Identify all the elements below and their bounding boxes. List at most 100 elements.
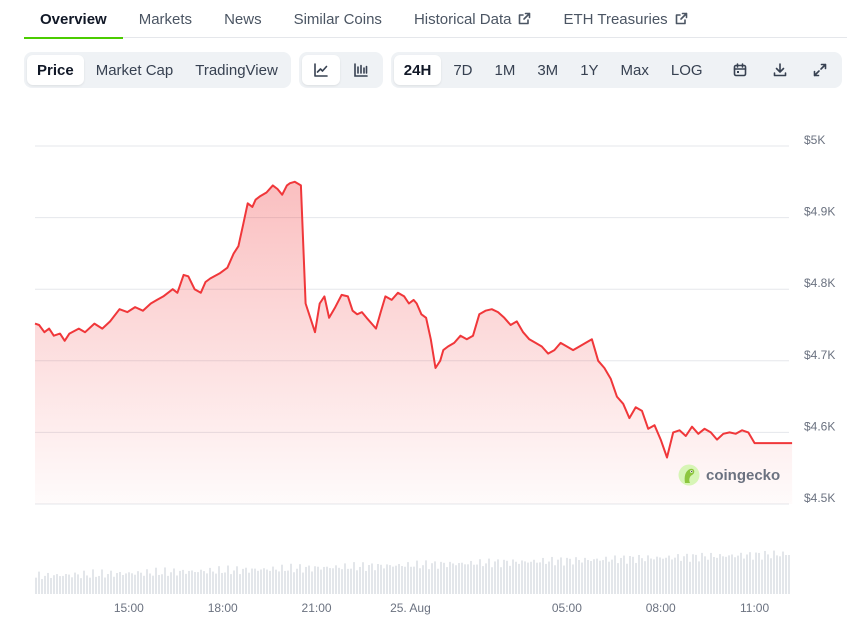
volume-bar [683, 556, 685, 594]
volume-bar [362, 562, 364, 594]
volume-bar [749, 552, 751, 594]
volume-bar [353, 562, 355, 594]
volume-bar [644, 561, 646, 594]
volume-bar [365, 570, 367, 594]
volume-bar [416, 560, 418, 594]
range-24h-button[interactable]: 24H [393, 55, 442, 85]
range-3m-button[interactable]: 3M [537, 61, 559, 79]
volume-bar [677, 554, 679, 594]
volume-bar [458, 563, 460, 594]
download-icon [772, 62, 788, 78]
range-log-button[interactable]: LOG [670, 61, 703, 79]
y-tick-label: $4.6K [804, 419, 835, 433]
volume-bar [770, 558, 772, 594]
volume-bar [359, 566, 361, 594]
volume-bar [371, 563, 373, 594]
volume-bar [446, 567, 448, 594]
volume-bar [398, 564, 400, 594]
volume-bar [92, 569, 94, 594]
volume-bar [98, 575, 100, 594]
volume-bar [710, 552, 712, 594]
range-max-button[interactable]: Max [620, 61, 649, 79]
view-market-cap-button[interactable]: Market Cap [95, 61, 174, 79]
volume-bar [641, 558, 643, 594]
volume-bar [401, 566, 403, 594]
volume-bar [515, 561, 517, 594]
download-button[interactable] [761, 55, 799, 85]
volume-bar [686, 553, 688, 594]
volume-bar [326, 566, 328, 594]
y-tick-label: $4.9K [804, 205, 835, 219]
tab-historical-data[interactable]: Historical Data [398, 0, 548, 38]
volume-bar [455, 565, 457, 594]
volume-bar [173, 568, 175, 594]
volume-bar [773, 550, 775, 594]
view-price-button[interactable]: Price [27, 55, 84, 85]
fullscreen-button[interactable] [801, 55, 839, 85]
volume-bar [464, 564, 466, 594]
volume-bar [659, 557, 661, 594]
volume-bar [563, 565, 565, 594]
tab-similar-coins[interactable]: Similar Coins [278, 0, 398, 38]
x-tick-label: 15:00 [114, 601, 144, 615]
range-1y-button[interactable]: 1Y [580, 61, 599, 79]
tab-overview[interactable]: Overview [24, 0, 123, 39]
volume-bar [578, 559, 580, 594]
volume-bar [635, 562, 637, 594]
volume-bar [545, 563, 547, 594]
tab-news[interactable]: News [208, 0, 278, 38]
volume-bar [266, 569, 268, 594]
volume-bar [650, 558, 652, 594]
external-link-icon [517, 12, 531, 26]
volume-bar [713, 556, 715, 594]
volume-bar [284, 570, 286, 594]
range-7d-button[interactable]: 7D [453, 61, 473, 79]
volume-bar [197, 572, 199, 594]
volume-bar [341, 569, 343, 594]
volume-bar [311, 571, 313, 594]
volume-bar [653, 559, 655, 594]
volume-bar [734, 557, 736, 594]
volume-bar [671, 559, 673, 594]
volume-bar [302, 572, 304, 594]
range-1m-button[interactable]: 1M [494, 61, 516, 79]
volume-bar [692, 554, 694, 594]
volume-bar [227, 565, 229, 594]
volume-bar [569, 558, 571, 594]
volume-bar [404, 566, 406, 594]
volume-bar [638, 554, 640, 594]
volume-bar [761, 559, 763, 594]
volume-bar [497, 559, 499, 594]
volume-bar [575, 557, 577, 594]
volume-bar [335, 565, 337, 594]
view-tradingview-button[interactable]: TradingView [195, 61, 278, 79]
volume-bar [776, 555, 778, 594]
volume-bar [314, 566, 316, 594]
y-tick-label: $4.5K [804, 491, 835, 505]
volume-bar [329, 568, 331, 594]
volume-bar [518, 563, 520, 594]
tab-eth-treasuries[interactable]: ETH Treasuries [547, 0, 703, 38]
volume-bars [35, 550, 790, 594]
volume-bar [149, 573, 151, 594]
volume-bar [437, 568, 439, 594]
volume-bar [323, 566, 325, 594]
chart-type-group [298, 52, 383, 88]
volume-bar [590, 560, 592, 594]
tab-markets[interactable]: Markets [123, 0, 208, 38]
volume-bar [512, 559, 514, 594]
volume-bar [191, 570, 193, 594]
candlestick-chart-button[interactable] [342, 55, 380, 85]
volume-bar [764, 550, 766, 594]
volume-bar [674, 557, 676, 594]
volume-bar [179, 570, 181, 594]
volume-bar [44, 575, 46, 594]
volume-bar [431, 563, 433, 594]
volume-bar [509, 565, 511, 594]
line-chart-button[interactable] [301, 55, 340, 85]
calendar-button[interactable] [721, 55, 759, 85]
volume-bar [470, 560, 472, 594]
volume-bar [152, 575, 154, 594]
tab-label: Markets [138, 10, 193, 28]
volume-bar [212, 571, 214, 594]
